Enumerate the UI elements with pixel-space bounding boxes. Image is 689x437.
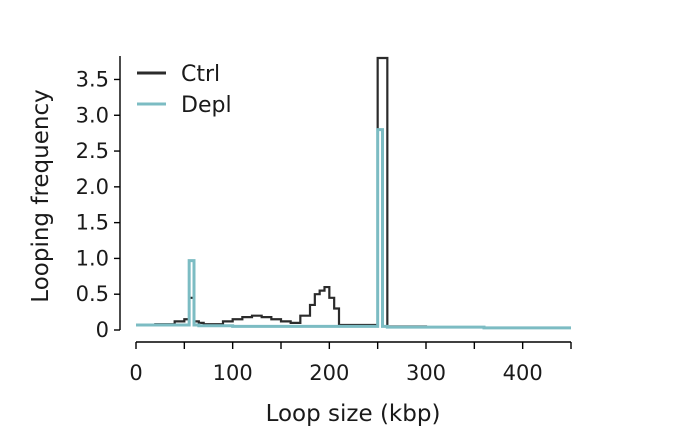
x-tick-label: 400 xyxy=(503,361,543,385)
y-ticks: 0 0.5 1.0 1.5 2.0 2.5 3.0 3.5 xyxy=(76,67,120,342)
y-tick-label: 1.0 xyxy=(76,246,109,270)
y-tick-label: 0 xyxy=(96,318,109,342)
y-tick-label: 2.0 xyxy=(76,175,109,199)
y-axis-title: Looping frequency xyxy=(28,89,54,302)
y-tick-label: 3.5 xyxy=(76,67,109,91)
y-tick-label: 0.5 xyxy=(76,282,109,306)
legend: Ctrl Depl xyxy=(137,62,232,118)
legend-label-ctrl: Ctrl xyxy=(181,62,220,87)
series-line-depl xyxy=(136,128,571,330)
x-axis-title: Loop size (kbp) xyxy=(266,401,441,427)
y-tick-label: 3.0 xyxy=(76,103,109,127)
x-tick-label: 0 xyxy=(129,361,142,385)
legend-label-depl: Depl xyxy=(181,93,232,118)
x-tick-label: 300 xyxy=(406,361,446,385)
x-tick-label: 200 xyxy=(309,361,349,385)
y-tick-label: 1.5 xyxy=(76,211,109,235)
x-tick-label: 100 xyxy=(213,361,253,385)
x-ticks: 0 100 200 300 400 xyxy=(129,342,572,385)
y-tick-label: 2.5 xyxy=(76,139,109,163)
series-group xyxy=(136,56,571,330)
